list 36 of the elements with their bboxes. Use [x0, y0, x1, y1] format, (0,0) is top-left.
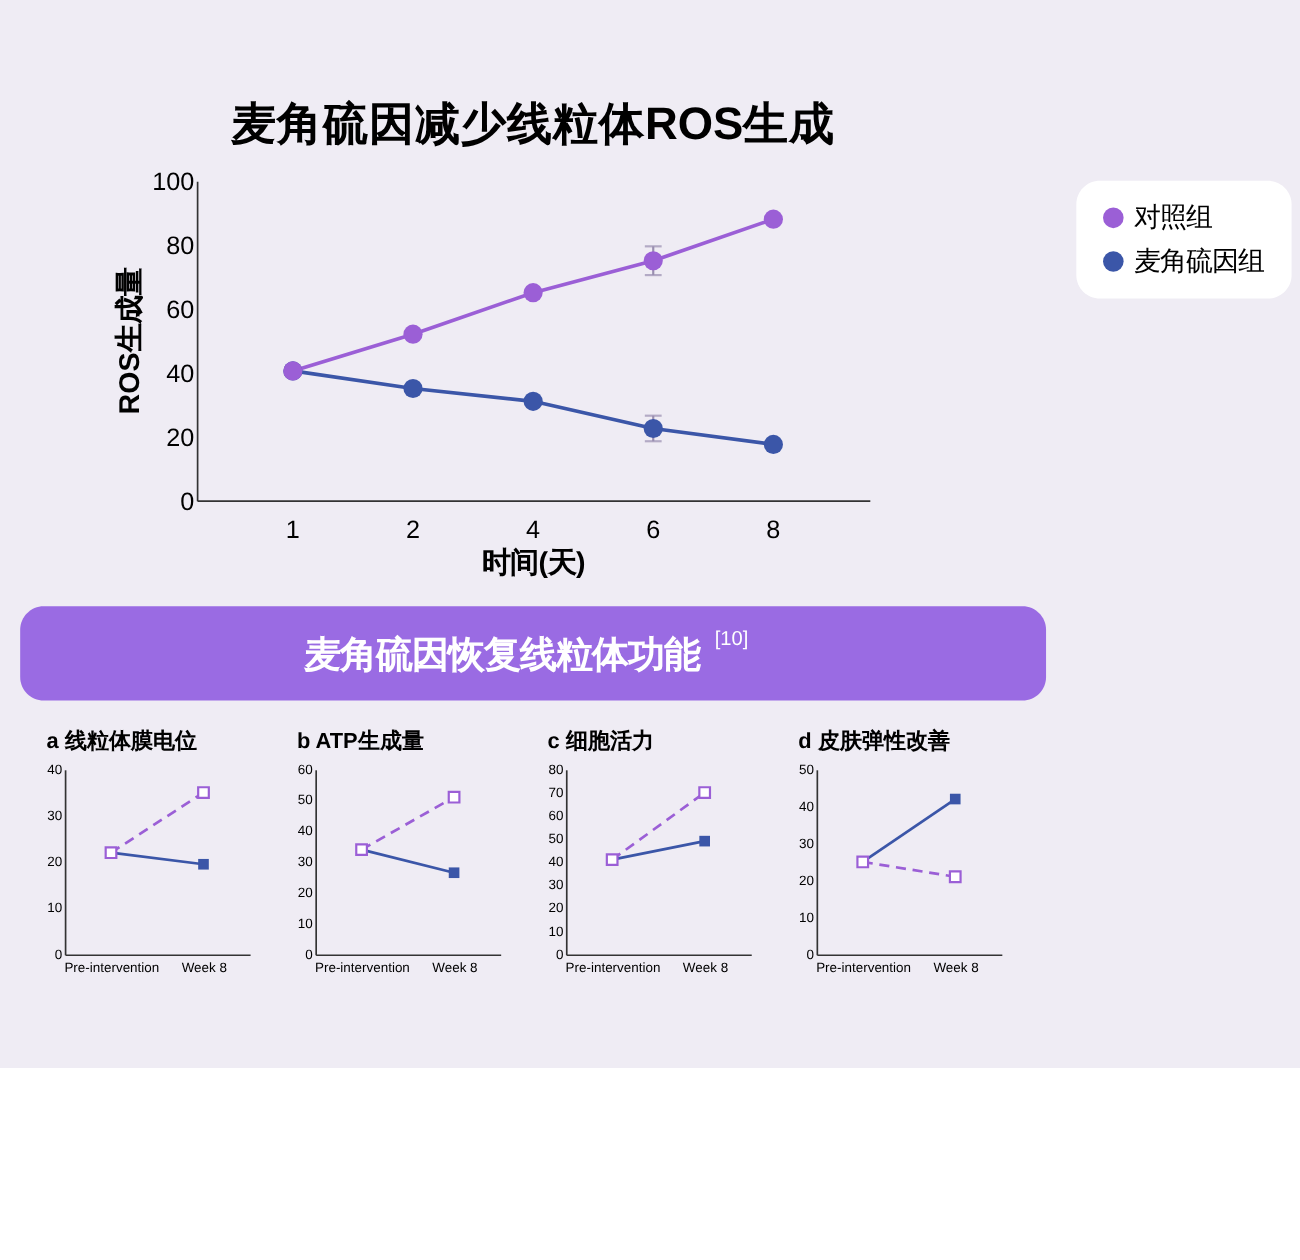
point [763, 209, 783, 229]
y-tick-label: 60 [166, 295, 195, 324]
point [948, 870, 962, 884]
point [763, 434, 783, 455]
y-tick-label: 80 [166, 231, 195, 260]
point [643, 251, 663, 271]
chart-title: a 线粒体膜电位 [46, 727, 197, 754]
chart-title: c 细胞活力 [547, 727, 654, 754]
x-tick-label: 1 [285, 516, 300, 545]
y-tick-label: 40 [166, 359, 195, 388]
x-tick-label: 8 [766, 516, 781, 545]
point [698, 786, 712, 799]
chart-title: d 皮肤弹性改善 [798, 727, 950, 754]
point [699, 835, 710, 847]
point [447, 790, 461, 804]
legend-label: 麦角硫因组 [1133, 245, 1264, 276]
x-tick-label: 6 [646, 516, 661, 545]
point [949, 793, 961, 805]
y-axis-title: ROS生成量 [114, 268, 147, 415]
y-tick-label: 20 [166, 423, 195, 452]
point [523, 391, 543, 411]
x-tick-label: 2 [405, 516, 421, 545]
x-axis-title: 时间(天) [482, 547, 586, 580]
legend-label: 对照组 [1133, 202, 1212, 233]
y-tick-label: 100 [152, 168, 195, 197]
point [403, 378, 423, 399]
chart-title: 麦角硫因减少线粒体ROS生成 [228, 96, 836, 149]
y-tick-label: 0 [180, 487, 195, 516]
point [197, 786, 210, 799]
x-tick-label: 4 [526, 516, 541, 545]
point [448, 867, 460, 879]
point [523, 283, 543, 303]
chart-title: b ATP生成量 [297, 727, 424, 754]
point [198, 858, 209, 870]
point [403, 324, 423, 344]
text: 麦角硫因恢复线粒体功能[10] [302, 629, 749, 675]
